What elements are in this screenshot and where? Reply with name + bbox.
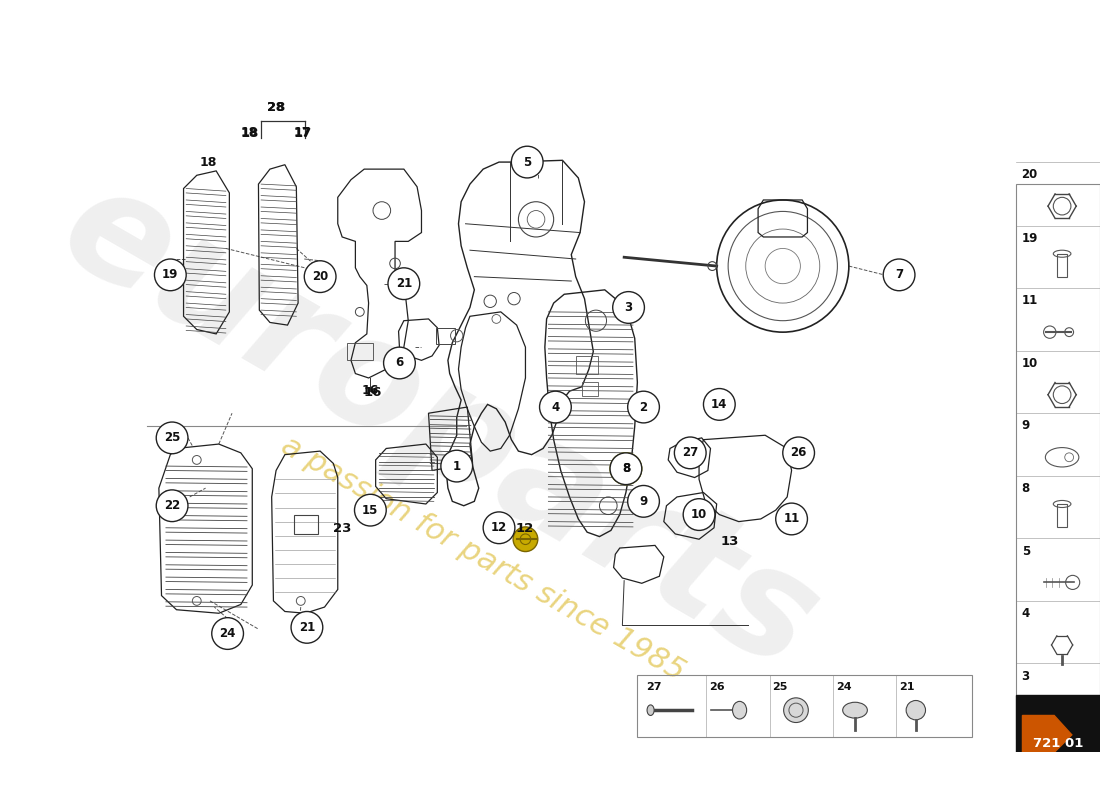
Text: 1: 1 [453, 459, 461, 473]
Text: 11: 11 [1022, 294, 1037, 307]
Circle shape [883, 259, 915, 290]
Text: 12: 12 [491, 522, 507, 534]
Text: 19: 19 [1022, 232, 1038, 245]
Text: 8: 8 [621, 462, 630, 475]
Text: 26: 26 [791, 446, 806, 459]
Text: 17: 17 [294, 126, 311, 138]
Text: 18: 18 [241, 127, 258, 141]
Circle shape [783, 437, 814, 469]
Bar [1057, 254, 1067, 277]
Circle shape [610, 453, 641, 485]
Text: 3: 3 [1022, 670, 1030, 682]
Text: europarts: europarts [36, 150, 841, 702]
Circle shape [628, 486, 659, 517]
Circle shape [683, 498, 715, 530]
Text: 21: 21 [299, 621, 315, 634]
Text: 15: 15 [362, 504, 378, 517]
Text: 22: 22 [164, 499, 180, 512]
Ellipse shape [783, 698, 808, 722]
Circle shape [776, 503, 807, 535]
Circle shape [540, 391, 571, 423]
Bar [1016, 695, 1100, 753]
Text: 28: 28 [267, 101, 285, 114]
Circle shape [613, 292, 645, 323]
Bar [582, 382, 597, 395]
Bar [1057, 504, 1067, 527]
Text: 8: 8 [621, 462, 630, 475]
Text: 10: 10 [1022, 357, 1037, 370]
Ellipse shape [843, 702, 868, 718]
Text: 5: 5 [1022, 545, 1030, 558]
Ellipse shape [647, 705, 654, 715]
Circle shape [384, 347, 416, 379]
Text: 27: 27 [682, 446, 698, 459]
Circle shape [628, 391, 659, 423]
Circle shape [512, 146, 543, 178]
Text: 14: 14 [711, 398, 727, 411]
Text: 16: 16 [364, 386, 382, 399]
Text: 18: 18 [241, 126, 258, 138]
Circle shape [388, 268, 420, 299]
Text: 20: 20 [1022, 168, 1037, 182]
Circle shape [156, 422, 188, 454]
Circle shape [610, 453, 641, 485]
Text: 7: 7 [895, 268, 903, 282]
Text: 4: 4 [1022, 607, 1030, 620]
Text: 17: 17 [294, 127, 311, 141]
Text: 9: 9 [1022, 419, 1030, 432]
Circle shape [674, 437, 706, 469]
Text: 25: 25 [164, 431, 180, 444]
Circle shape [354, 494, 386, 526]
Text: 12: 12 [516, 522, 534, 535]
Bar [575, 356, 597, 374]
Text: 20: 20 [312, 270, 328, 283]
Circle shape [211, 618, 243, 650]
Circle shape [704, 389, 735, 420]
Text: 11: 11 [783, 513, 800, 526]
Circle shape [513, 527, 538, 551]
Circle shape [156, 490, 188, 522]
Bar [436, 328, 455, 344]
Text: 28: 28 [267, 101, 285, 114]
Bar [346, 342, 373, 360]
Bar [294, 514, 318, 534]
Text: 27: 27 [646, 682, 662, 692]
Polygon shape [1023, 715, 1071, 753]
Ellipse shape [733, 702, 747, 719]
Text: 25: 25 [772, 682, 788, 692]
Circle shape [292, 611, 322, 643]
Text: 2: 2 [639, 401, 648, 414]
Text: a passion for parts since 1985: a passion for parts since 1985 [276, 431, 690, 686]
Text: 24: 24 [219, 627, 235, 640]
Text: 721 01: 721 01 [1033, 737, 1082, 750]
Bar [637, 675, 972, 737]
Text: 9: 9 [639, 495, 648, 508]
Circle shape [305, 261, 336, 293]
Text: 21: 21 [899, 682, 914, 692]
Text: 10: 10 [691, 508, 707, 521]
Text: 21: 21 [396, 277, 412, 290]
Text: 23: 23 [333, 522, 351, 535]
Circle shape [441, 450, 473, 482]
Ellipse shape [906, 701, 925, 720]
Text: 5: 5 [524, 155, 531, 169]
Text: 8: 8 [1022, 482, 1030, 495]
Circle shape [483, 512, 515, 544]
Text: 4: 4 [551, 401, 560, 414]
Text: 18: 18 [199, 157, 217, 170]
Text: 6: 6 [395, 357, 404, 370]
Text: 24: 24 [836, 682, 851, 692]
Text: 3: 3 [625, 301, 632, 314]
Circle shape [154, 259, 186, 290]
Text: 13: 13 [720, 535, 739, 548]
Bar [1016, 184, 1100, 739]
Text: 16: 16 [362, 384, 380, 397]
Text: 19: 19 [162, 268, 178, 282]
Text: 26: 26 [708, 682, 725, 692]
